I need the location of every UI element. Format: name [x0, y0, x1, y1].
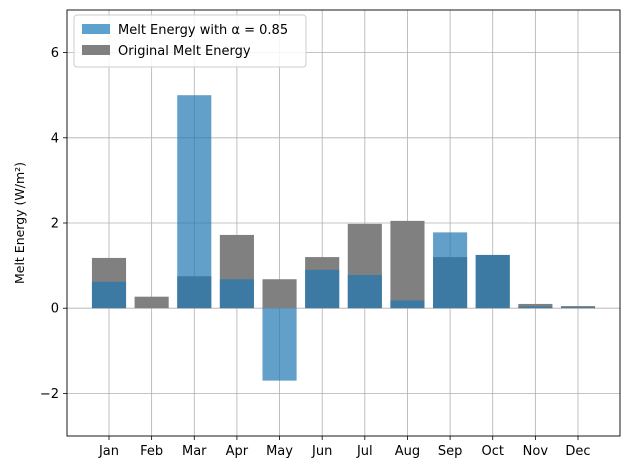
- bar-alpha-may: [262, 308, 297, 381]
- bar-original-aug: [390, 220, 425, 309]
- legend-label-1: Original Melt Energy: [118, 44, 251, 59]
- x-tick-label-oct: Oct: [481, 444, 503, 459]
- x-axis: Jan Feb Mar Apr May Jun Jul Aug Sep Oct Nov Dec: [98, 436, 591, 459]
- bar-original-feb: [134, 296, 169, 309]
- bar-alpha-aug: [390, 300, 425, 309]
- bar-alpha-apr: [219, 279, 254, 309]
- bar-original-may: [262, 279, 297, 309]
- y-tick-label-2: 2: [51, 217, 59, 232]
- legend-label-0: Melt Energy with α = 0.85: [118, 23, 288, 38]
- x-tick-label-feb: Feb: [140, 444, 163, 459]
- bar-alpha-oct: [475, 254, 510, 309]
- y-tick-label-3: 4: [51, 131, 59, 146]
- bar-original-dec: [560, 306, 596, 309]
- y-axis: −2 0 2 4 6: [40, 46, 67, 402]
- bars: [91, 95, 596, 381]
- y-axis-label: Melt Energy (W/m²): [12, 162, 27, 284]
- bar-alpha-jul: [347, 274, 382, 309]
- x-tick-label-may: May: [266, 444, 293, 459]
- bar-alpha-jan: [91, 281, 127, 309]
- bar-alpha-jun: [305, 269, 340, 309]
- x-tick-label-sep: Sep: [438, 444, 463, 459]
- x-tick-label-dec: Dec: [565, 444, 590, 459]
- x-tick-label-jan: Jan: [98, 444, 119, 459]
- x-tick-label-nov: Nov: [523, 444, 549, 459]
- x-tick-label-jun: Jun: [311, 444, 332, 459]
- bar-alpha-mar: [177, 95, 212, 309]
- bar-alpha-dec: [560, 307, 596, 309]
- legend-box: [73, 14, 307, 68]
- legend: Melt Energy with α = 0.85 Original Melt E…: [73, 14, 307, 68]
- bar-alpha-sep: [433, 232, 468, 309]
- y-tick-label-1: 0: [51, 302, 59, 317]
- x-tick-label-mar: Mar: [182, 444, 207, 459]
- bar-alpha-nov: [518, 306, 553, 309]
- x-tick-label-aug: Aug: [395, 444, 420, 459]
- x-tick-label-jul: Jul: [356, 444, 373, 459]
- x-tick-label-apr: Apr: [226, 444, 249, 459]
- y-tick-label-4: 6: [51, 46, 59, 61]
- legend-swatch-1: [82, 45, 110, 55]
- legend-swatch-0: [82, 24, 110, 34]
- y-tick-label-0: −2: [40, 387, 59, 402]
- bar-original-nov: [518, 303, 553, 309]
